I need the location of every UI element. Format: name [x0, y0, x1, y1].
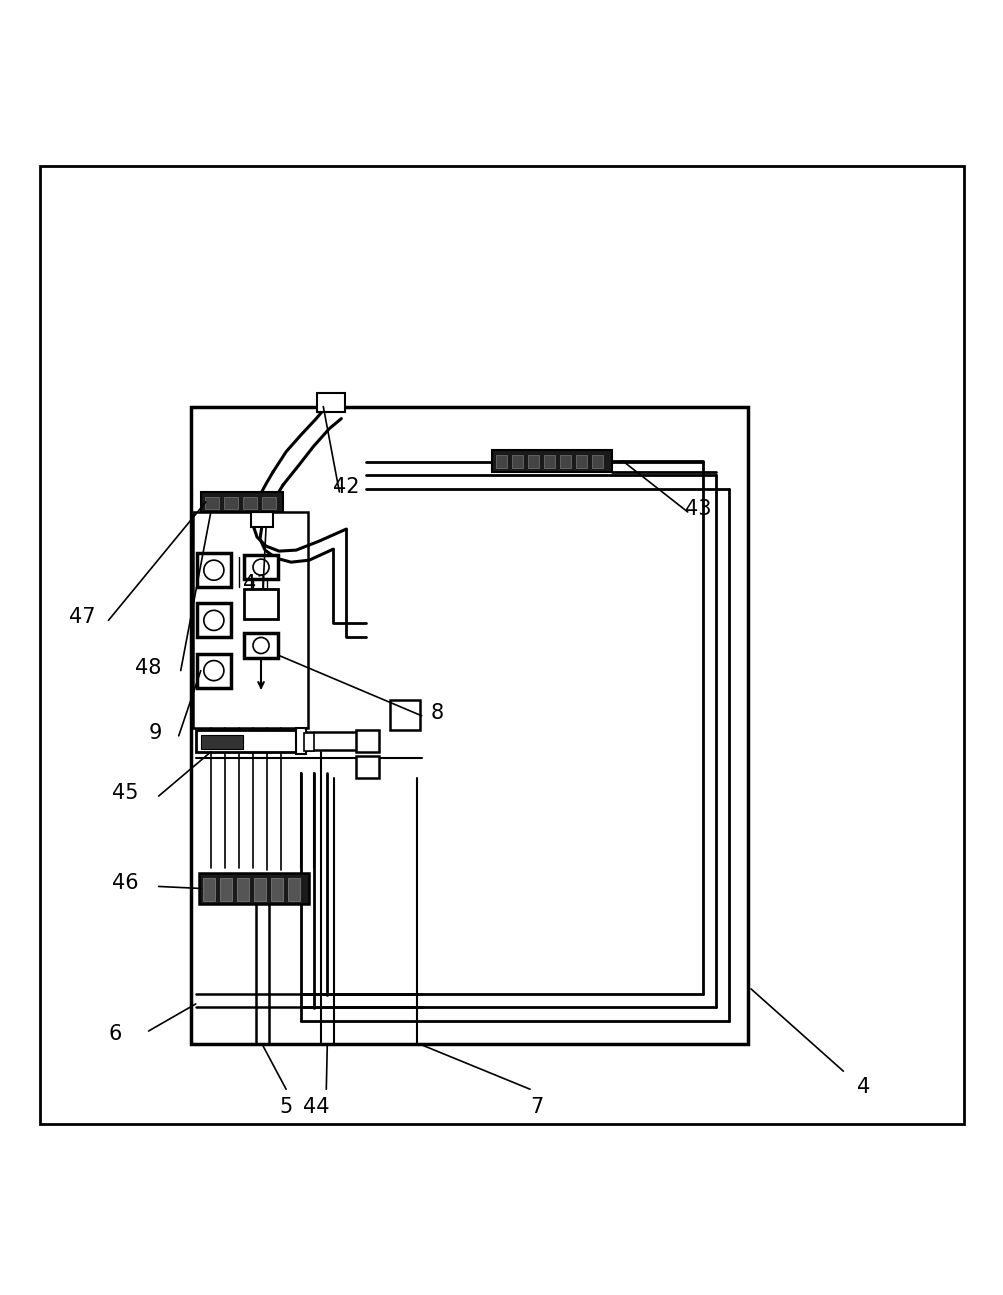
Bar — [244, 633, 278, 658]
Bar — [356, 730, 378, 752]
Bar — [288, 878, 300, 900]
Text: 5: 5 — [279, 1097, 293, 1118]
Bar — [201, 734, 243, 749]
Text: 7: 7 — [530, 1097, 544, 1118]
Bar — [544, 455, 555, 467]
Text: 48: 48 — [135, 658, 161, 677]
Bar — [199, 873, 309, 904]
Text: 46: 46 — [112, 873, 138, 894]
Bar — [196, 730, 299, 752]
Text: 45: 45 — [112, 783, 138, 803]
Text: 44: 44 — [303, 1097, 329, 1118]
Bar — [197, 654, 231, 688]
Bar — [306, 732, 361, 750]
Bar — [317, 394, 345, 412]
Bar — [271, 878, 283, 900]
Bar — [389, 699, 419, 730]
Text: 43: 43 — [684, 499, 710, 519]
Bar — [560, 455, 571, 467]
Text: 6: 6 — [108, 1024, 122, 1044]
Bar — [491, 449, 612, 471]
Text: 8: 8 — [429, 703, 443, 723]
Bar — [304, 733, 314, 751]
Text: 9: 9 — [148, 723, 162, 743]
Bar — [201, 492, 283, 512]
Bar — [205, 497, 219, 509]
Bar — [528, 455, 539, 467]
Bar — [495, 455, 507, 467]
Bar — [243, 497, 257, 509]
Bar — [220, 878, 232, 900]
Bar — [197, 553, 231, 587]
Bar — [254, 878, 266, 900]
Bar — [203, 878, 215, 900]
Bar — [251, 512, 273, 527]
Bar — [576, 455, 587, 467]
Bar — [296, 728, 306, 754]
Bar — [244, 556, 278, 579]
Bar — [512, 455, 523, 467]
Text: 41: 41 — [243, 574, 269, 594]
Text: 4: 4 — [856, 1077, 870, 1097]
Bar — [197, 603, 231, 637]
Text: 47: 47 — [69, 607, 95, 627]
Bar — [191, 407, 747, 1044]
Bar — [592, 455, 603, 467]
Bar — [237, 878, 249, 900]
Bar — [244, 589, 278, 619]
Bar — [356, 756, 378, 778]
Bar — [262, 497, 276, 509]
Bar — [224, 497, 238, 509]
Bar — [193, 512, 308, 728]
Text: 42: 42 — [333, 477, 359, 497]
